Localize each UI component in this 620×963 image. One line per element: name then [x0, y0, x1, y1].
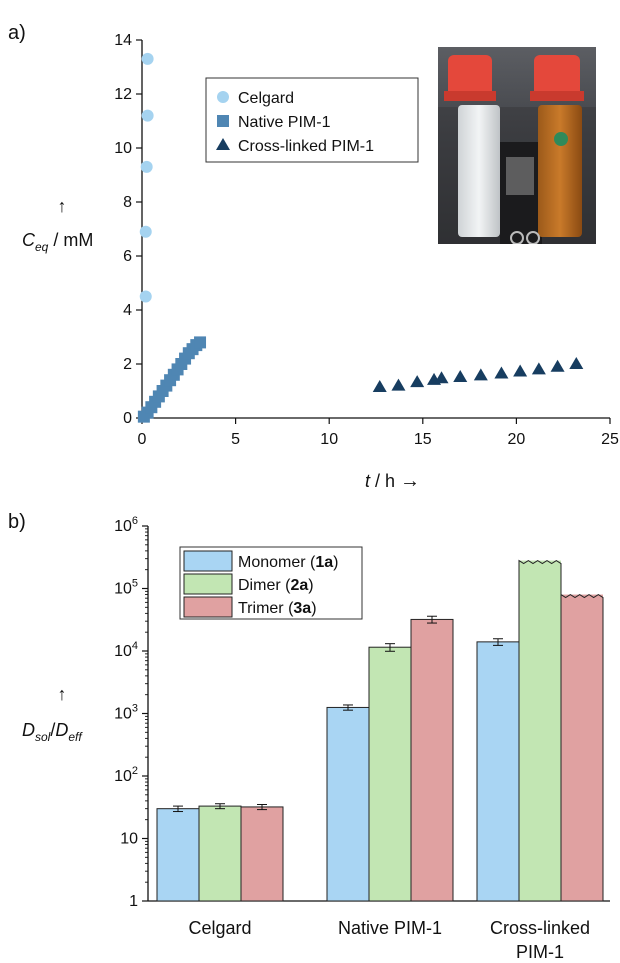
- x-tick-label: 25: [601, 431, 619, 448]
- legend-marker-circle: [217, 91, 229, 103]
- y-tick-label: 8: [123, 194, 132, 211]
- x-category-label: Native PIM-1: [338, 918, 442, 938]
- y-tick-label: 102: [114, 765, 138, 785]
- x-tick-label: 10: [320, 431, 338, 448]
- bar: [198, 805, 242, 902]
- y-tick-label: 105: [114, 578, 138, 598]
- bar-outline-truncated: [518, 559, 562, 902]
- x-category-label: Cross-linked: [490, 918, 590, 938]
- data-point-triangle: [434, 371, 449, 384]
- data-point-triangle: [494, 366, 509, 379]
- legend-marker-square: [217, 115, 229, 127]
- y-tick-label: 2: [123, 356, 132, 373]
- legend-label: Dimer (2a): [238, 577, 314, 594]
- data-point-triangle: [569, 357, 584, 369]
- x-tick-label: 0: [138, 431, 147, 448]
- data-point-triangle: [410, 375, 425, 388]
- y-axis-arrow: ↑: [58, 196, 67, 216]
- bar-chart-diffusion-ratio: 1 10 102 103 104 105 106 ↑ Dsol/Deff Celgard Nativ…: [22, 515, 610, 962]
- legend-label: Trimer (3a): [238, 600, 317, 617]
- y-axis-title: Ceq / mM: [22, 230, 93, 254]
- legend-box: [205, 77, 419, 163]
- data-point-triangle: [531, 362, 546, 375]
- legend-label: Cross-linked PIM-1: [238, 138, 374, 155]
- y-tick-label: 1: [129, 893, 138, 910]
- x-category-label: PIM-1: [516, 942, 564, 962]
- data-point-triangle: [391, 378, 406, 391]
- legend-label: Native PIM-1: [238, 114, 331, 131]
- y-tick-label: 103: [114, 703, 138, 723]
- legend-marker-triangle: [216, 138, 230, 150]
- x-tick-label: 15: [414, 431, 432, 448]
- x-category-label: Celgard: [188, 918, 251, 938]
- y-tick-label: 106: [114, 515, 138, 535]
- bar: [240, 806, 284, 902]
- legend-swatch: [183, 573, 233, 595]
- y-tick-label: 104: [114, 640, 138, 660]
- legend-swatch: [183, 596, 233, 618]
- y-axis-arrow: ↑: [58, 684, 67, 704]
- x-tick-label: 20: [508, 431, 526, 448]
- x-tick-label: 5: [231, 431, 240, 448]
- data-point-circle: [141, 52, 154, 65]
- data-point-square: [194, 336, 207, 349]
- y-tick-label: 12: [114, 86, 132, 103]
- bar: [368, 646, 412, 902]
- bar: [326, 706, 370, 902]
- data-point-circle: [139, 225, 152, 238]
- bar: [476, 641, 520, 902]
- legend-label: Celgard: [238, 90, 294, 107]
- panel-b-label: b): [8, 511, 26, 533]
- x-axis-title: t / h →: [365, 470, 420, 492]
- bar: [519, 560, 561, 901]
- bar-outline-truncated: [560, 593, 604, 902]
- y-tick-label: 0: [123, 410, 132, 427]
- data-point-triangle: [550, 359, 565, 372]
- data-point-triangle: [453, 369, 468, 382]
- data-point-triangle: [473, 368, 488, 381]
- data-point-triangle: [372, 379, 387, 392]
- y-tick-label: 10: [120, 831, 138, 848]
- data-point-triangle: [513, 364, 528, 377]
- y-tick-label: 4: [123, 302, 132, 319]
- scatter-chart-concentration: 0 5 10 15 20 25 0 2 4 6 8 10 12 14 ↑ Ceq / mM t / h → Cel…: [22, 32, 619, 492]
- panel-a-label: a): [8, 22, 26, 44]
- bar: [156, 808, 200, 902]
- data-point-circle: [140, 160, 153, 173]
- y-tick-label: 14: [114, 32, 132, 49]
- vial-photo: [438, 47, 596, 244]
- y-tick-label: 10: [114, 140, 132, 157]
- y-axis-title: Dsol/Deff: [22, 720, 83, 744]
- y-tick-label: 6: [123, 248, 132, 265]
- data-point-circle: [141, 109, 154, 122]
- bar: [561, 594, 603, 901]
- legend-swatch: [183, 550, 233, 572]
- legend-label: Monomer (1a): [238, 554, 338, 571]
- bar: [410, 618, 454, 902]
- data-point-circle: [139, 290, 152, 303]
